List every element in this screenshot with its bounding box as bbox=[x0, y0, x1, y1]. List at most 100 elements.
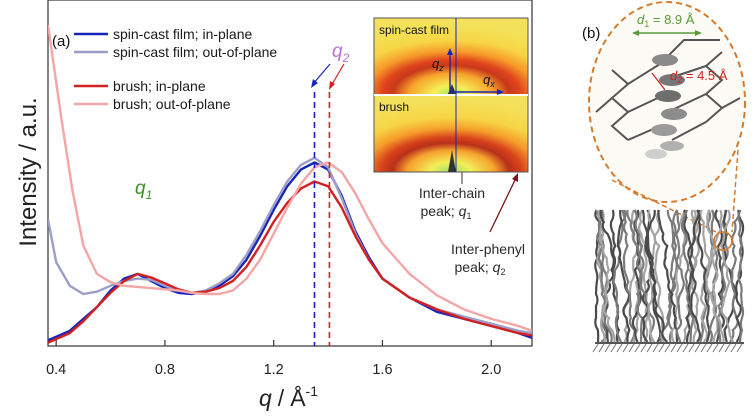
substrate-hatch bbox=[604, 343, 611, 353]
panel-a: 0.4 0.8 1.2 1.6 2.0 (a) spin-cast film; in-p… bbox=[15, 0, 533, 411]
x-tick-label-4: 2.0 bbox=[481, 362, 501, 378]
d1-arrowhead-right bbox=[695, 30, 702, 36]
substrate-hatch bbox=[694, 343, 701, 353]
substrate-hatch bbox=[634, 343, 641, 353]
inset-qz-arrowhead bbox=[447, 48, 453, 55]
series-line-3 bbox=[48, 24, 532, 332]
substrate-hatch bbox=[724, 343, 731, 353]
polymer-strand bbox=[616, 209, 631, 343]
substrate-hatch bbox=[736, 343, 743, 353]
substrate-hatch bbox=[676, 343, 683, 353]
polymer-strand bbox=[621, 209, 636, 343]
legend-label-2: brush; in-plane bbox=[113, 78, 206, 94]
beamstop-bottom bbox=[448, 150, 456, 172]
polymer-strand bbox=[680, 209, 695, 343]
substrate-hatch bbox=[592, 343, 599, 353]
substrate-hatching bbox=[592, 343, 743, 353]
substrate-hatch bbox=[652, 343, 659, 353]
inset-top-label: spin-cast film bbox=[379, 23, 449, 37]
y-axis-label: Intensity / a.u. bbox=[15, 97, 42, 246]
legend: spin-cast film; in-plane spin-cast film;… bbox=[74, 26, 277, 112]
substrate-hatch bbox=[730, 343, 737, 353]
substrate-hatch bbox=[700, 343, 707, 353]
legend-label-1: spin-cast film; out-of-plane bbox=[113, 44, 277, 60]
d2-arrow bbox=[651, 72, 666, 91]
q2-arrow-right bbox=[330, 63, 345, 87]
interphenyl-arrowhead bbox=[512, 173, 518, 182]
substrate-hatch bbox=[598, 343, 605, 353]
substrate-hatch bbox=[706, 343, 713, 353]
substrate-hatch bbox=[640, 343, 647, 353]
x-tick-label-3: 1.6 bbox=[372, 362, 392, 378]
q2-annotation: q2 bbox=[332, 41, 350, 65]
peak-lines bbox=[313, 92, 331, 346]
polymer-strand bbox=[597, 209, 616, 343]
polymer-strand bbox=[647, 209, 657, 343]
polymer-strand bbox=[667, 209, 679, 343]
inset-qx-arrowhead bbox=[497, 89, 504, 95]
substrate-hatch bbox=[646, 343, 653, 353]
inset-qx-label: qx bbox=[483, 72, 495, 89]
polymer-strand bbox=[657, 209, 679, 343]
x-axis-label: q / Å-1 bbox=[259, 383, 318, 411]
zoom-connector-right bbox=[731, 149, 739, 233]
x-ticks: 0.4 0.8 1.2 1.6 2.0 bbox=[46, 340, 501, 378]
substrate-hatch bbox=[670, 343, 677, 353]
legend-label-3: brush; out-of-plane bbox=[113, 96, 231, 112]
interphenyl-arrow bbox=[489, 177, 517, 233]
q2-arrowhead-right bbox=[329, 81, 335, 90]
d2-label: d2 = 4.5 Å bbox=[670, 68, 728, 85]
substrate-hatch bbox=[664, 343, 671, 353]
polymer-strand bbox=[688, 209, 702, 343]
series-line-2 bbox=[48, 180, 532, 344]
x-tick-label-1: 0.8 bbox=[155, 362, 175, 378]
polymer-brush bbox=[594, 209, 745, 343]
phenyl-ring bbox=[645, 149, 667, 159]
polymer-strand bbox=[612, 209, 627, 343]
inset-bottom-label: brush bbox=[379, 100, 409, 114]
substrate-hatch bbox=[718, 343, 725, 353]
zoom-ellipse bbox=[588, 1, 746, 203]
phenyl-ring bbox=[659, 74, 685, 86]
series-layer bbox=[48, 24, 532, 344]
phenyl-rings bbox=[645, 54, 687, 159]
phenyl-ring bbox=[661, 108, 687, 120]
polymer-strand bbox=[659, 209, 678, 343]
substrate-hatch bbox=[658, 343, 665, 353]
polymer-strand bbox=[644, 209, 669, 343]
zoom-marker bbox=[713, 231, 733, 251]
panel-a-label: (a) bbox=[52, 33, 70, 50]
polymer-strand bbox=[674, 209, 685, 343]
legend-label-0: spin-cast film; in-plane bbox=[113, 26, 252, 42]
phenyl-ring bbox=[652, 54, 678, 66]
d1-arrowhead-left bbox=[632, 30, 639, 36]
polymer-strand bbox=[737, 209, 745, 343]
polymer-strand bbox=[638, 209, 649, 343]
polymer-strand bbox=[696, 209, 711, 343]
polymer-strand bbox=[720, 209, 735, 343]
phenyl-ring bbox=[655, 90, 681, 102]
substrate-hatch bbox=[712, 343, 719, 353]
d1-label: d1 = 8.9 Å bbox=[637, 12, 695, 29]
plot-frame bbox=[47, 0, 533, 347]
giwaxs-inset: spin-cast film brush qz qx bbox=[373, 17, 529, 173]
panel-b-label: (b) bbox=[582, 25, 600, 42]
phenyl-ring bbox=[651, 124, 677, 136]
substrate-hatch bbox=[688, 343, 695, 353]
q1-annotation: q1 bbox=[135, 178, 152, 202]
polymer-strand bbox=[735, 209, 745, 343]
q2-arrowhead-left bbox=[311, 79, 318, 88]
substrate-hatch bbox=[622, 343, 629, 353]
polymer-strand bbox=[631, 209, 642, 343]
substrate-hatch bbox=[628, 343, 635, 353]
q2-arrow-left bbox=[312, 63, 331, 85]
interchain-label: Inter-chain peak; q1 bbox=[419, 185, 485, 221]
polymer-strand bbox=[683, 209, 694, 343]
x-tick-label-2: 1.2 bbox=[264, 362, 284, 378]
phenyl-ring bbox=[660, 141, 684, 151]
x-tick-label-0: 0.4 bbox=[46, 362, 66, 378]
panel-b: (b) d1 = 8.9 Å bbox=[582, 1, 746, 353]
substrate-hatch bbox=[616, 343, 623, 353]
inset-qz-label: qz bbox=[432, 56, 444, 73]
